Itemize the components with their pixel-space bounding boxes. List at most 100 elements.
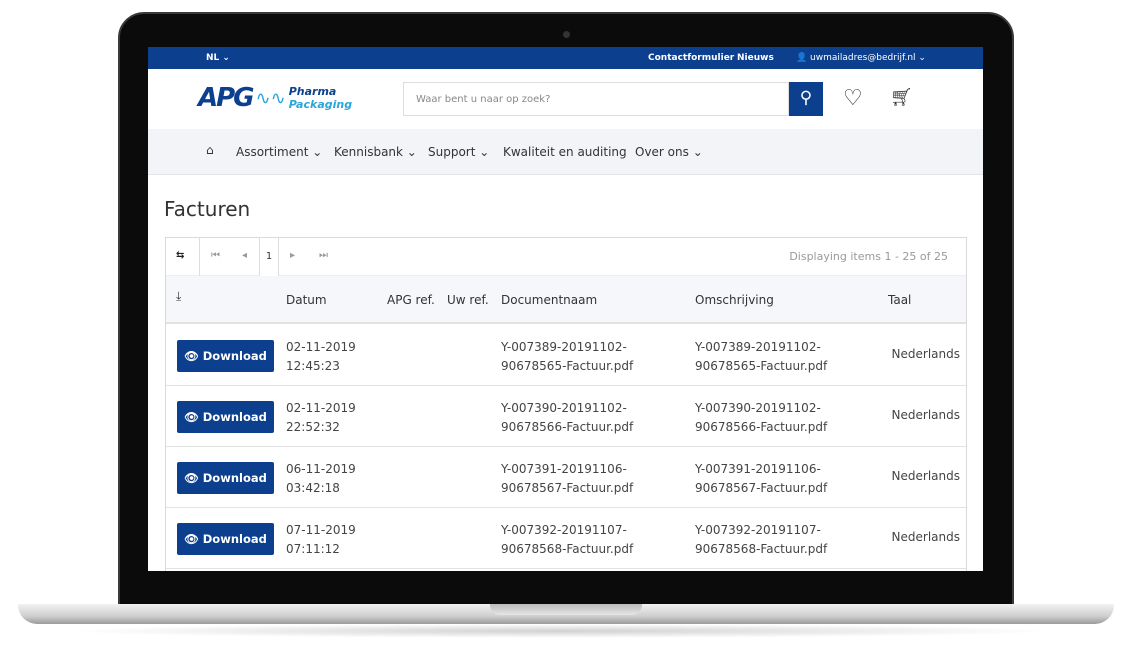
desc-part2: 90678567-Factuur.pdf — [695, 481, 828, 495]
download-icon: ⤓ — [176, 289, 182, 303]
time: 12:45:23 — [286, 359, 340, 373]
date: 02-11-2019 — [286, 401, 356, 415]
search-icon: ⚲ — [799, 88, 813, 108]
omschrijving-cell: Y-007392-20191107- 90678568-Factuur.pdf — [695, 521, 827, 559]
nav-support[interactable]: Support ⌄ — [428, 145, 490, 159]
next-page-icon[interactable]: ▸ — [290, 250, 296, 261]
wishlist-heart-icon[interactable]: ♡ — [843, 86, 863, 111]
doc-name-part2: 90678566-Factuur.pdf — [501, 420, 634, 434]
nav-kennisbank[interactable]: Kennisbank ⌄ — [334, 145, 417, 159]
eye-icon: 👁︎ — [184, 349, 203, 363]
screen: NL ⌄ Contactformulier Nieuws 👤 uwmailadr… — [148, 47, 983, 571]
desc-part2: 90678566-Factuur.pdf — [695, 420, 828, 434]
first-page-icon[interactable]: ⏮ — [211, 250, 220, 261]
download-label: Download — [202, 410, 267, 424]
date: 06-11-2019 — [286, 462, 356, 476]
page-title: Facturen — [164, 197, 251, 221]
download-label: Download — [202, 532, 267, 546]
time: 07:11:12 — [286, 542, 340, 556]
date-cell: 02-11-2019 12:45:23 — [286, 338, 356, 376]
laptop-shadow — [60, 624, 1060, 638]
table-row: 👁︎ Download 02-11-2019 22:52:32 Y-007390-… — [166, 386, 966, 447]
displaying-items: Displaying items 1 - 25 of 25 — [789, 250, 948, 263]
news-link[interactable]: Nieuws — [737, 53, 774, 63]
eye-icon: 👁︎ — [184, 410, 203, 424]
nav-assortiment[interactable]: Assortiment ⌄ — [236, 145, 323, 159]
logo-text: Pharma Packaging — [289, 85, 352, 111]
col-omschrijving[interactable]: Omschrijving — [695, 293, 774, 307]
desc-part2: 90678568-Factuur.pdf — [695, 542, 828, 556]
home-icon[interactable]: ⌂ — [206, 143, 214, 157]
taal-cell: Nederlands — [891, 347, 960, 361]
main-nav: ⌂ Assortiment ⌄ Kennisbank ⌄ Support ⌄ K… — [148, 129, 983, 175]
table-row: 👁︎ Download 02-11-2019 12:45:23 Y-007389-… — [166, 325, 966, 386]
cart-icon[interactable]: 🛒︎ — [890, 87, 913, 108]
date-cell: 07-11-2019 07:11:12 — [286, 521, 356, 559]
documentnaam-cell: Y-007389-20191102- 90678565-Factuur.pdf — [501, 338, 633, 376]
date: 07-11-2019 — [286, 523, 356, 537]
col-apg-ref[interactable]: APG ref. — [387, 293, 435, 307]
eye-icon: 👁︎ — [184, 471, 203, 485]
dna-wave-icon: ∿∿ — [255, 87, 286, 109]
documentnaam-cell: Y-007391-20191106- 90678567-Factuur.pdf — [501, 460, 633, 498]
desc-part1: Y-007392-20191107- — [695, 523, 821, 537]
col-uw-ref[interactable]: Uw ref. — [447, 293, 489, 307]
date: 02-11-2019 — [286, 340, 356, 354]
language-select[interactable]: NL ⌄ — [206, 53, 230, 63]
date-cell: 06-11-2019 03:42:18 — [286, 460, 356, 498]
taal-cell: Nederlands — [891, 469, 960, 483]
grid-header: ⤓ Datum APG ref. Uw ref. Documentnaam Om… — [166, 276, 966, 324]
omschrijving-cell: Y-007390-20191102- 90678566-Factuur.pdf — [695, 399, 827, 437]
logo-packaging: Packaging — [288, 98, 353, 111]
time: 03:42:18 — [286, 481, 340, 495]
download-button[interactable]: 👁︎ Download — [177, 462, 274, 494]
laptop-notch — [490, 604, 642, 615]
omschrijving-cell: Y-007389-20191102- 90678565-Factuur.pdf — [695, 338, 827, 376]
desc-part2: 90678565-Factuur.pdf — [695, 359, 828, 373]
doc-name-part1: Y-007392-20191107- — [501, 523, 627, 537]
documentnaam-cell: Y-007392-20191107- 90678568-Factuur.pdf — [501, 521, 633, 559]
doc-name-part2: 90678568-Factuur.pdf — [501, 542, 634, 556]
taal-cell: Nederlands — [891, 408, 960, 422]
col-taal[interactable]: Taal — [888, 293, 912, 307]
download-label: Download — [202, 349, 267, 363]
documentnaam-cell: Y-007390-20191102- 90678566-Factuur.pdf — [501, 399, 633, 437]
download-button[interactable]: 👁︎ Download — [177, 401, 274, 433]
user-icon: 👤 — [796, 53, 808, 63]
doc-name-part2: 90678565-Factuur.pdf — [501, 359, 634, 373]
eye-icon: 👁︎ — [184, 532, 203, 546]
header: APG ∿∿ Pharma Packaging Waar bent u naar … — [148, 69, 983, 129]
logo-apg: APG — [198, 83, 255, 113]
doc-name-part1: Y-007391-20191106- — [501, 462, 627, 476]
desc-part1: Y-007390-20191102- — [695, 401, 821, 415]
prev-page-icon[interactable]: ◂ — [242, 250, 248, 261]
download-button[interactable]: 👁︎ Download — [177, 340, 274, 372]
grid-toolbar: ⇆ ⏮ ◂ 1 ▸ ⏭ Displaying items 1 - 25 of 2… — [166, 238, 966, 276]
col-documentnaam[interactable]: Documentnaam — [501, 293, 598, 307]
time: 22:52:32 — [286, 420, 340, 434]
table-row: 👁︎ Download 06-11-2019 03:42:18 Y-007391-… — [166, 447, 966, 508]
search-button[interactable]: ⚲ — [789, 82, 823, 116]
account-menu[interactable]: uwmailadres@bedrijf.nl ⌄ — [810, 53, 926, 63]
taal-cell: Nederlands — [891, 530, 960, 544]
logo-pharma: Pharma — [288, 85, 337, 98]
doc-name-part1: Y-007390-20191102- — [501, 401, 627, 415]
date-cell: 02-11-2019 22:52:32 — [286, 399, 356, 437]
last-page-icon[interactable]: ⏭ — [319, 250, 328, 261]
logo[interactable]: APG ∿∿ Pharma Packaging — [198, 83, 352, 113]
doc-name-part1: Y-007389-20191102- — [501, 340, 627, 354]
desc-part1: Y-007389-20191102- — [695, 340, 821, 354]
nav-over-ons[interactable]: Over ons ⌄ — [635, 145, 703, 159]
page-number[interactable]: 1 — [259, 238, 279, 276]
invoices-grid: ⇆ ⏮ ◂ 1 ▸ ⏭ Displaying items 1 - 25 of 2… — [165, 237, 967, 571]
webcam — [563, 31, 570, 38]
nav-kwaliteit[interactable]: Kwaliteit en auditing — [503, 145, 627, 159]
contact-link[interactable]: Contactformulier — [648, 53, 735, 63]
search-input[interactable]: Waar bent u naar op zoek? — [403, 82, 789, 116]
top-bar: NL ⌄ Contactformulier Nieuws 👤 uwmailadr… — [148, 47, 983, 69]
refresh-icon[interactable]: ⇆ — [176, 250, 185, 261]
omschrijving-cell: Y-007391-20191106- 90678567-Factuur.pdf — [695, 460, 827, 498]
download-button[interactable]: 👁︎ Download — [177, 523, 274, 555]
col-datum[interactable]: Datum — [286, 293, 327, 307]
download-label: Download — [202, 471, 267, 485]
